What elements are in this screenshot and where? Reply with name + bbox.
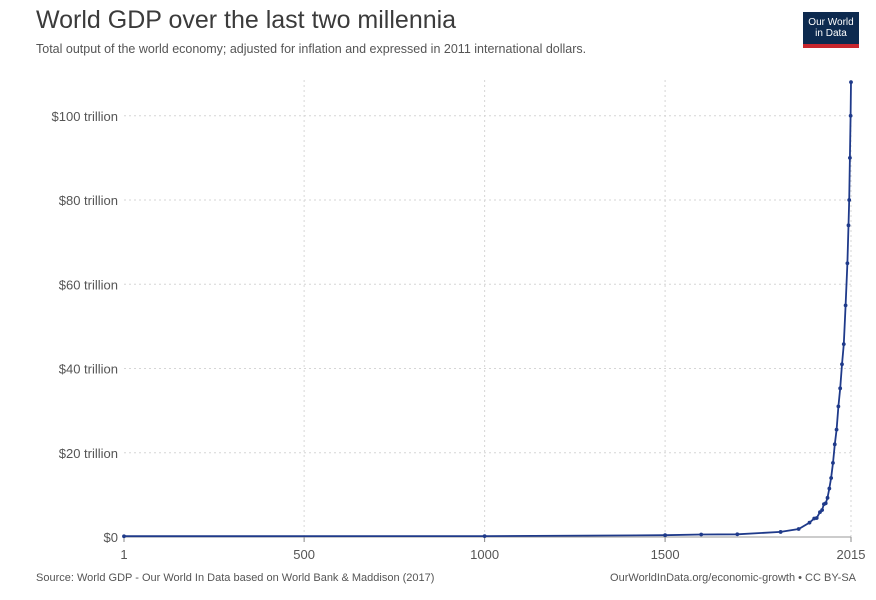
data-point[interactable] (845, 261, 850, 266)
x-tick-label: 1000 (470, 547, 499, 562)
x-tick-label: 500 (293, 547, 315, 562)
x-tick-label: 2015 (837, 547, 866, 562)
y-tick-label: $40 trillion (59, 362, 118, 377)
owid-logo[interactable]: Our World in Data (803, 12, 859, 48)
data-point[interactable] (699, 532, 704, 537)
data-point[interactable] (840, 362, 844, 367)
data-point[interactable] (834, 427, 839, 432)
data-point[interactable] (848, 113, 853, 118)
credit-link[interactable]: OurWorldInData.org/economic-growth • CC … (610, 572, 856, 584)
y-tick-label: $0 (104, 530, 118, 545)
data-point[interactable] (832, 442, 837, 447)
data-point[interactable] (831, 460, 835, 465)
y-tick-label: $100 trillion (52, 109, 119, 124)
data-point[interactable] (820, 508, 825, 512)
axes: $0 $20 trillion $40 trillion $60 trillion $8… (52, 109, 866, 562)
data-point[interactable] (825, 495, 830, 500)
x-tick-label: 1 (120, 547, 127, 562)
logo-line-2: in Data (815, 28, 847, 39)
data-point[interactable] (823, 501, 828, 506)
logo-line-1: Our World (808, 17, 854, 28)
data-point[interactable] (838, 386, 843, 391)
chart-title: World GDP over the last two millennia (36, 6, 457, 34)
chart-subtitle: Total output of the world economy; adjus… (36, 42, 587, 56)
data-point[interactable] (836, 404, 841, 409)
data-point[interactable] (663, 533, 667, 538)
y-tick-label: $20 trillion (59, 446, 118, 461)
gdp-series-line (123, 82, 852, 538)
source-note: Source: World GDP - Our World In Data ba… (36, 572, 435, 584)
grid-lines (124, 80, 852, 537)
data-point[interactable] (847, 198, 852, 202)
x-tick-label: 1500 (651, 547, 680, 562)
data-point[interactable] (843, 303, 848, 308)
data-point[interactable] (807, 520, 812, 525)
y-tick-label: $80 trillion (59, 193, 118, 208)
data-point[interactable] (735, 532, 740, 537)
data-point[interactable] (827, 486, 832, 491)
data-point[interactable] (849, 80, 853, 85)
data-point[interactable] (122, 534, 126, 539)
data-point[interactable] (846, 223, 851, 228)
y-tick-label: $60 trillion (59, 277, 118, 292)
series-layer (122, 80, 853, 539)
data-point[interactable] (814, 516, 819, 520)
data-point[interactable] (848, 156, 852, 160)
data-point[interactable] (841, 342, 846, 346)
data-point[interactable] (482, 534, 487, 539)
data-point[interactable] (778, 530, 783, 534)
data-point[interactable] (796, 527, 801, 531)
data-point[interactable] (829, 476, 834, 480)
